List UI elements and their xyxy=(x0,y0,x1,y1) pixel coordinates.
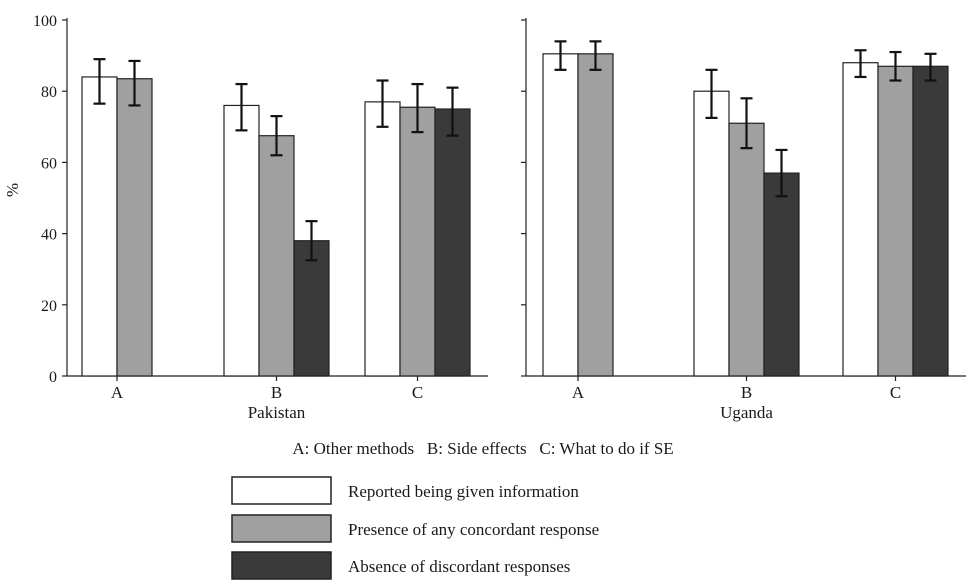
pakistan-panel-label: Pakistan xyxy=(248,403,306,422)
legend-swatch-1 xyxy=(231,476,332,505)
uganda-bar-C-s2 xyxy=(877,65,914,377)
pakistan-bar-C-s3 xyxy=(434,108,471,377)
pakistan-category-label: A xyxy=(111,383,124,402)
legend-label-3: Absence of discordant responses xyxy=(348,557,570,576)
pakistan-bar-C-s2 xyxy=(399,106,436,377)
uganda-category-label: A xyxy=(572,383,585,402)
pakistan-bar-B-s2 xyxy=(258,135,295,377)
bars-layer xyxy=(81,53,949,377)
uganda-bar-B-s2 xyxy=(728,122,765,377)
uganda-bar-C-s1 xyxy=(842,62,879,377)
legend-label-2: Presence of any concordant response xyxy=(348,520,599,539)
pakistan-bar-B-s3 xyxy=(293,240,330,377)
y-tick-label: 40 xyxy=(41,227,57,244)
labels-layer: % 0 20 40 60 80 100 A B C Pakistan A B C Uganda A: Othe… xyxy=(3,13,901,458)
pakistan-category-label: C xyxy=(412,383,423,402)
pakistan-bar-A-s2 xyxy=(116,78,153,377)
uganda-bar-A-s2 xyxy=(577,53,614,377)
y-tick-label: 80 xyxy=(41,84,57,101)
y-tick-label: 100 xyxy=(33,13,57,30)
y-axis-label: % xyxy=(3,183,22,197)
uganda-bar-C-s3 xyxy=(912,65,949,377)
y-tick-label: 20 xyxy=(41,298,57,315)
legend-swatch-2 xyxy=(231,514,332,543)
legend-label-1: Reported being given information xyxy=(348,482,579,501)
pakistan-category-label: B xyxy=(271,383,282,402)
uganda-panel-label: Uganda xyxy=(720,403,773,422)
pakistan-bar-B-s1 xyxy=(223,104,260,377)
category-key: A: Other methods B: Side effects C: What… xyxy=(292,439,673,458)
uganda-category-label: C xyxy=(890,383,901,402)
y-tick-label: 60 xyxy=(41,155,57,172)
axes-layer xyxy=(62,18,966,381)
uganda-bar-A-s1 xyxy=(542,53,579,377)
error-bars-layer xyxy=(93,40,937,262)
y-tick-label: 0 xyxy=(49,369,57,386)
legend: Reported being given information Presence… xyxy=(231,476,599,580)
uganda-category-label: B xyxy=(741,383,752,402)
uganda-bar-B-s1 xyxy=(693,90,730,377)
legend-swatch-3 xyxy=(231,551,332,580)
pakistan-bar-C-s1 xyxy=(364,101,401,377)
uganda-bar-B-s3 xyxy=(763,172,800,377)
pakistan-bar-A-s1 xyxy=(81,76,118,377)
